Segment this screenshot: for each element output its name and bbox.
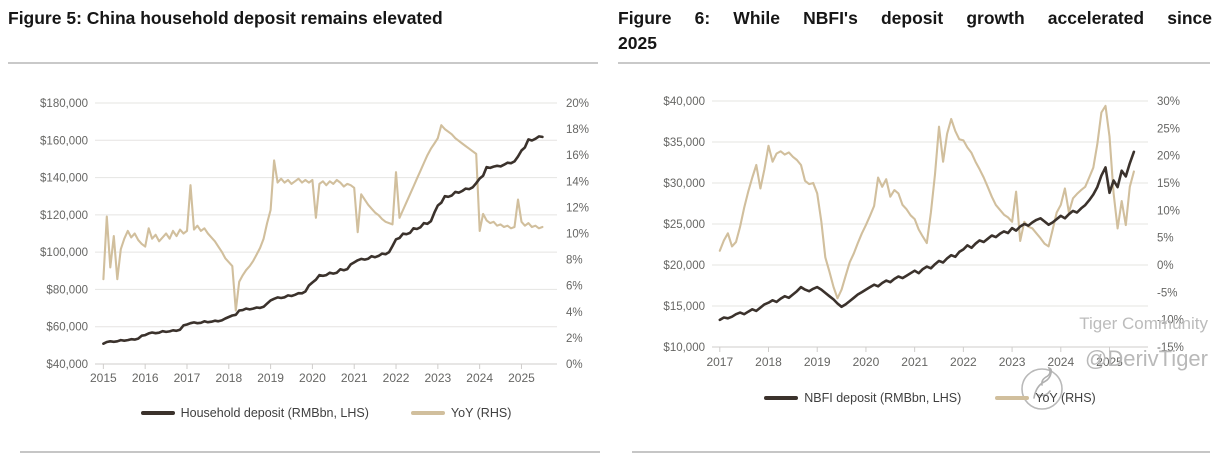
figure-5-title: Figure 5: China household deposit remain… xyxy=(8,6,600,31)
x-axis-tick-label: 2022 xyxy=(383,371,410,385)
x-axis-tick-label: 2017 xyxy=(706,355,733,369)
legend-label: Household deposit (RMBbn, LHS) xyxy=(180,406,369,420)
x-axis-tick-label: 2018 xyxy=(215,371,242,385)
left-axis-tick-label: $100,000 xyxy=(40,247,88,259)
legend-label: NBFI deposit (RMBbn, LHS) xyxy=(804,391,962,405)
household-deposit-chart: $40,000 $60,000 $80,000 $100,000 $120,000 $14… xyxy=(40,98,589,385)
right-axis-tick-label: 0% xyxy=(1157,260,1174,272)
watermark-deriv-tiger: @DerivTiger xyxy=(1085,346,1208,371)
chart-legend: Household deposit (RMBbn, LHS) YoY (RHS) xyxy=(95,406,557,420)
x-axis-tick-label: 2015 xyxy=(90,371,117,385)
left-axis-tick-label: $180,000 xyxy=(40,98,88,110)
x-axis-tick-label: 2025 xyxy=(1096,355,1123,369)
right-axis-tick-label: 20% xyxy=(1157,151,1180,163)
x-axis-tick-label: 2025 xyxy=(508,371,535,385)
figure-5-title-text: Figure 5: China household deposit remain… xyxy=(8,8,443,28)
right-axis-tick-label: 30% xyxy=(1157,96,1180,108)
x-axis-tick-label: 2020 xyxy=(299,371,326,385)
figure-5-panel: Figure 5: China household deposit remain… xyxy=(8,6,600,454)
right-axis-tick-label: 25% xyxy=(1157,123,1180,135)
x-axis-tick-label: 2023 xyxy=(999,355,1026,369)
watermark-tiger-community: Tiger Community xyxy=(1079,314,1208,333)
legend-line-swatch xyxy=(140,411,175,415)
right-axis-tick-label: 10% xyxy=(566,229,589,241)
right-axis-tick-label: 6% xyxy=(566,281,583,293)
figure-6-panel: Figure 6: While NBFI's deposit growth ac… xyxy=(618,6,1212,454)
right-axis-tick-label: 18% xyxy=(566,124,589,136)
left-axis-tick-label: $160,000 xyxy=(40,135,88,147)
right-axis-tick-label: 4% xyxy=(566,307,583,319)
nbfi-deposit-chart: $10,000 $15,000 $20,000 $25,000 $30,000 $35,0… xyxy=(663,96,1184,410)
left-axis-tick-label: $35,000 xyxy=(663,137,705,149)
right-axis-tick-label: 10% xyxy=(1157,205,1180,217)
legend-item: NBFI deposit (RMBbn, LHS) xyxy=(764,391,961,405)
legend-line-swatch xyxy=(995,396,1030,400)
left-axis-tick-label: $10,000 xyxy=(663,342,705,354)
left-axis-tick-label: $140,000 xyxy=(40,173,88,185)
right-axis-tick-label: 0% xyxy=(566,359,583,371)
figure-6-bottom-separator xyxy=(632,451,1210,453)
figure-6-title: Figure 6: While NBFI's deposit growth ac… xyxy=(618,6,1212,56)
left-axis-tick-label: $20,000 xyxy=(663,260,705,272)
tiger-logo-icon xyxy=(1021,366,1063,410)
x-axis-tick-label: 2018 xyxy=(755,355,782,369)
left-axis-tick-label: $80,000 xyxy=(46,284,88,296)
figure-5-title-rule xyxy=(8,62,598,64)
right-axis-tick-label: 16% xyxy=(566,150,589,162)
x-axis-tick-label: 2021 xyxy=(901,355,928,369)
right-axis-tick-label: -10% xyxy=(1157,315,1184,327)
x-axis-tick-label: 2022 xyxy=(950,355,977,369)
legend-item: YoY (RHS) xyxy=(410,406,512,420)
right-axis-tick-label: 15% xyxy=(1157,178,1180,190)
right-axis-tick-label: 8% xyxy=(566,255,583,267)
legend-item: Household deposit (RMBbn, LHS) xyxy=(140,406,369,420)
left-axis-tick-label: $120,000 xyxy=(40,210,88,222)
x-axis-tick-label: 2024 xyxy=(466,371,493,385)
right-axis-tick-label: -5% xyxy=(1157,287,1177,299)
right-axis-tick-label: 5% xyxy=(1157,233,1174,245)
legend-label: YoY (RHS) xyxy=(450,406,512,420)
right-axis-tick-label: 12% xyxy=(566,202,589,214)
legend-line-swatch xyxy=(764,396,799,400)
x-axis-tick-label: 2016 xyxy=(132,371,159,385)
figure-5-bottom-separator xyxy=(20,451,600,453)
left-axis-tick-label: $40,000 xyxy=(46,359,88,371)
left-axis-tick-label: $15,000 xyxy=(663,301,705,313)
figure-6-title-line2: 2025 xyxy=(618,33,657,53)
legend-line-swatch xyxy=(410,411,445,415)
left-axis-tick-label: $30,000 xyxy=(663,178,705,190)
x-axis-tick-label: 2019 xyxy=(804,355,831,369)
x-axis-tick-label: 2023 xyxy=(424,371,451,385)
legend-label: YoY (RHS) xyxy=(1035,391,1096,405)
left-axis-tick-label: $25,000 xyxy=(663,219,705,231)
left-axis-tick-label: $40,000 xyxy=(663,96,705,108)
left-axis-tick-label: $60,000 xyxy=(46,322,88,334)
right-axis-tick-label: 2% xyxy=(566,333,583,345)
x-axis-tick-label: 2017 xyxy=(174,371,201,385)
legend-item: YoY (RHS) xyxy=(995,391,1096,405)
figure-6-title-line1: Figure 6: While NBFI's deposit growth ac… xyxy=(618,8,1212,28)
x-axis-tick-label: 2021 xyxy=(341,371,368,385)
right-axis-tick-label: -15% xyxy=(1157,342,1184,354)
chart-legend: NBFI deposit (RMBbn, LHS) YoY (RHS) xyxy=(712,391,1148,405)
x-axis-tick-label: 2024 xyxy=(1047,355,1074,369)
x-axis-tick-label: 2020 xyxy=(853,355,880,369)
figure-6-title-rule xyxy=(618,62,1210,64)
right-axis-tick-label: 14% xyxy=(566,176,589,188)
right-axis-tick-label: 20% xyxy=(566,98,589,110)
x-axis-tick-label: 2019 xyxy=(257,371,284,385)
